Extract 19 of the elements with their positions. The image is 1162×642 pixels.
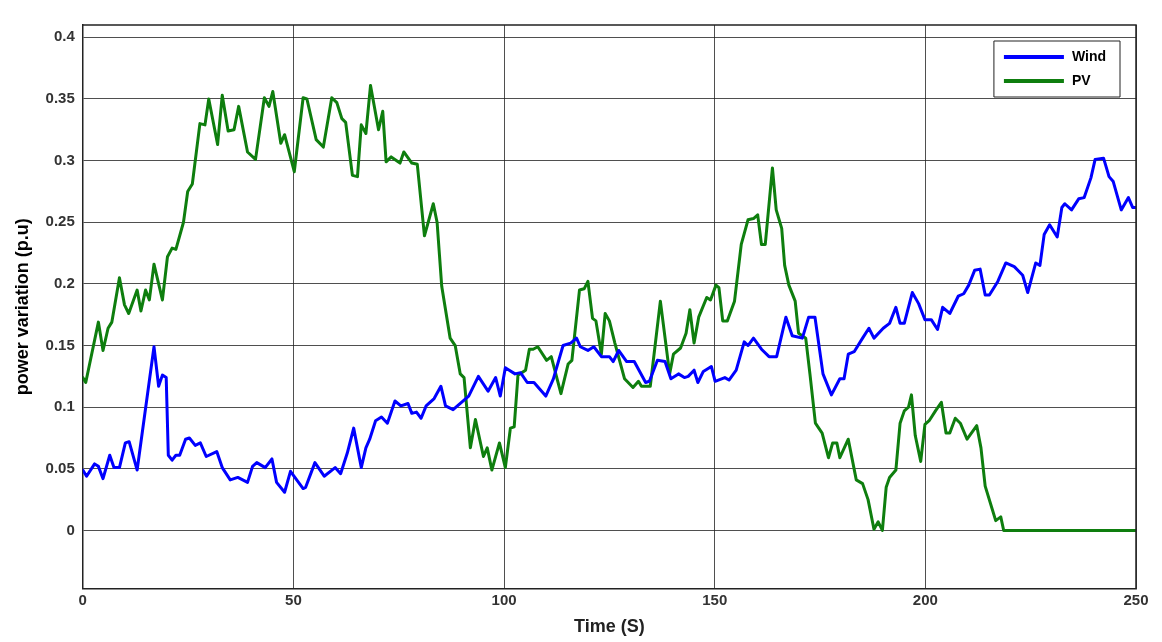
y-tick-label: 0	[66, 520, 75, 538]
x-tick-label: 100	[491, 590, 517, 608]
y-tick-label: 0.15	[45, 335, 75, 353]
y-tick-label: 0.1	[53, 397, 75, 415]
x-tick-label: 200	[912, 590, 938, 608]
y-tick-label: 0.3	[53, 150, 75, 168]
x-tick-label: 150	[702, 590, 728, 608]
x-tick-label: 0	[78, 590, 87, 608]
x-tick-label: 50	[285, 590, 302, 608]
legend-label: Wind	[1071, 47, 1107, 64]
y-axis-title: power variation (p.u)	[11, 218, 32, 396]
y-tick-label: 0.05	[45, 458, 75, 476]
y-tick-label: 0.25	[45, 212, 75, 230]
y-tick-label: 0.4	[53, 27, 76, 45]
legend-label: PV	[1071, 71, 1092, 88]
y-tick-label: 0.2	[53, 274, 75, 292]
x-axis-title: Time (S)	[574, 616, 645, 637]
y-tick-label: 0.35	[45, 89, 75, 107]
x-tick-label: 250	[1123, 590, 1149, 608]
